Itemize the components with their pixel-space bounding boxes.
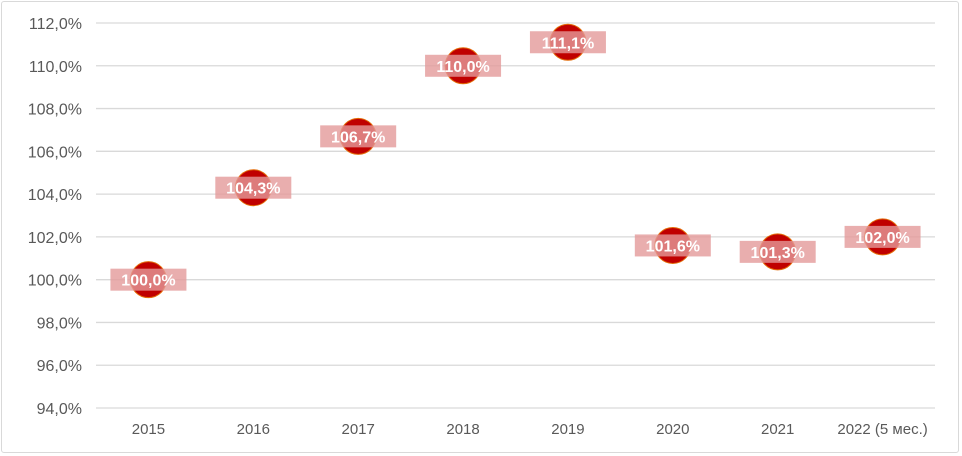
y-tick-label: 98,0% [37,315,82,332]
data-label: 101,6% [646,238,700,255]
data-label-background [110,268,187,291]
y-tick-label: 96,0% [37,358,82,375]
y-tick-label: 112,0% [29,16,82,33]
x-tick-label: 2016 [237,421,270,438]
x-tick-label: 2019 [551,421,584,438]
x-tick-label: 2021 [761,421,794,438]
data-label: 111,1% [542,35,595,52]
y-tick-label: 108,0% [28,102,82,119]
x-tick-label: 2015 [132,421,165,438]
data-label-background [425,54,502,77]
data-label-background [320,125,397,148]
data-label-background [739,240,816,263]
data-label-background [634,234,711,257]
data-label-background [844,225,921,248]
data-label-background [529,31,606,54]
y-tick-label: 104,0% [28,187,82,204]
data-label: 104,3% [226,181,280,198]
x-tick-label: 2017 [342,421,375,438]
y-tick-label: 94,0% [37,401,82,418]
data-label: 101,3% [751,245,805,262]
data-label: 102,0% [855,230,909,247]
data-label: 106,7% [331,129,385,146]
y-tick-label: 110,0% [29,59,82,76]
y-tick-label: 102,0% [28,230,82,247]
data-label: 100,0% [121,273,175,290]
y-tick-label: 100,0% [28,273,82,290]
y-tick-label: 106,0% [28,144,82,161]
x-tick-label: 2018 [446,421,479,438]
data-label-background [215,176,292,199]
x-tick-label: 2022 (5 мес.) [837,421,927,438]
data-label: 110,0% [436,59,489,76]
x-tick-label: 2020 [656,421,689,438]
